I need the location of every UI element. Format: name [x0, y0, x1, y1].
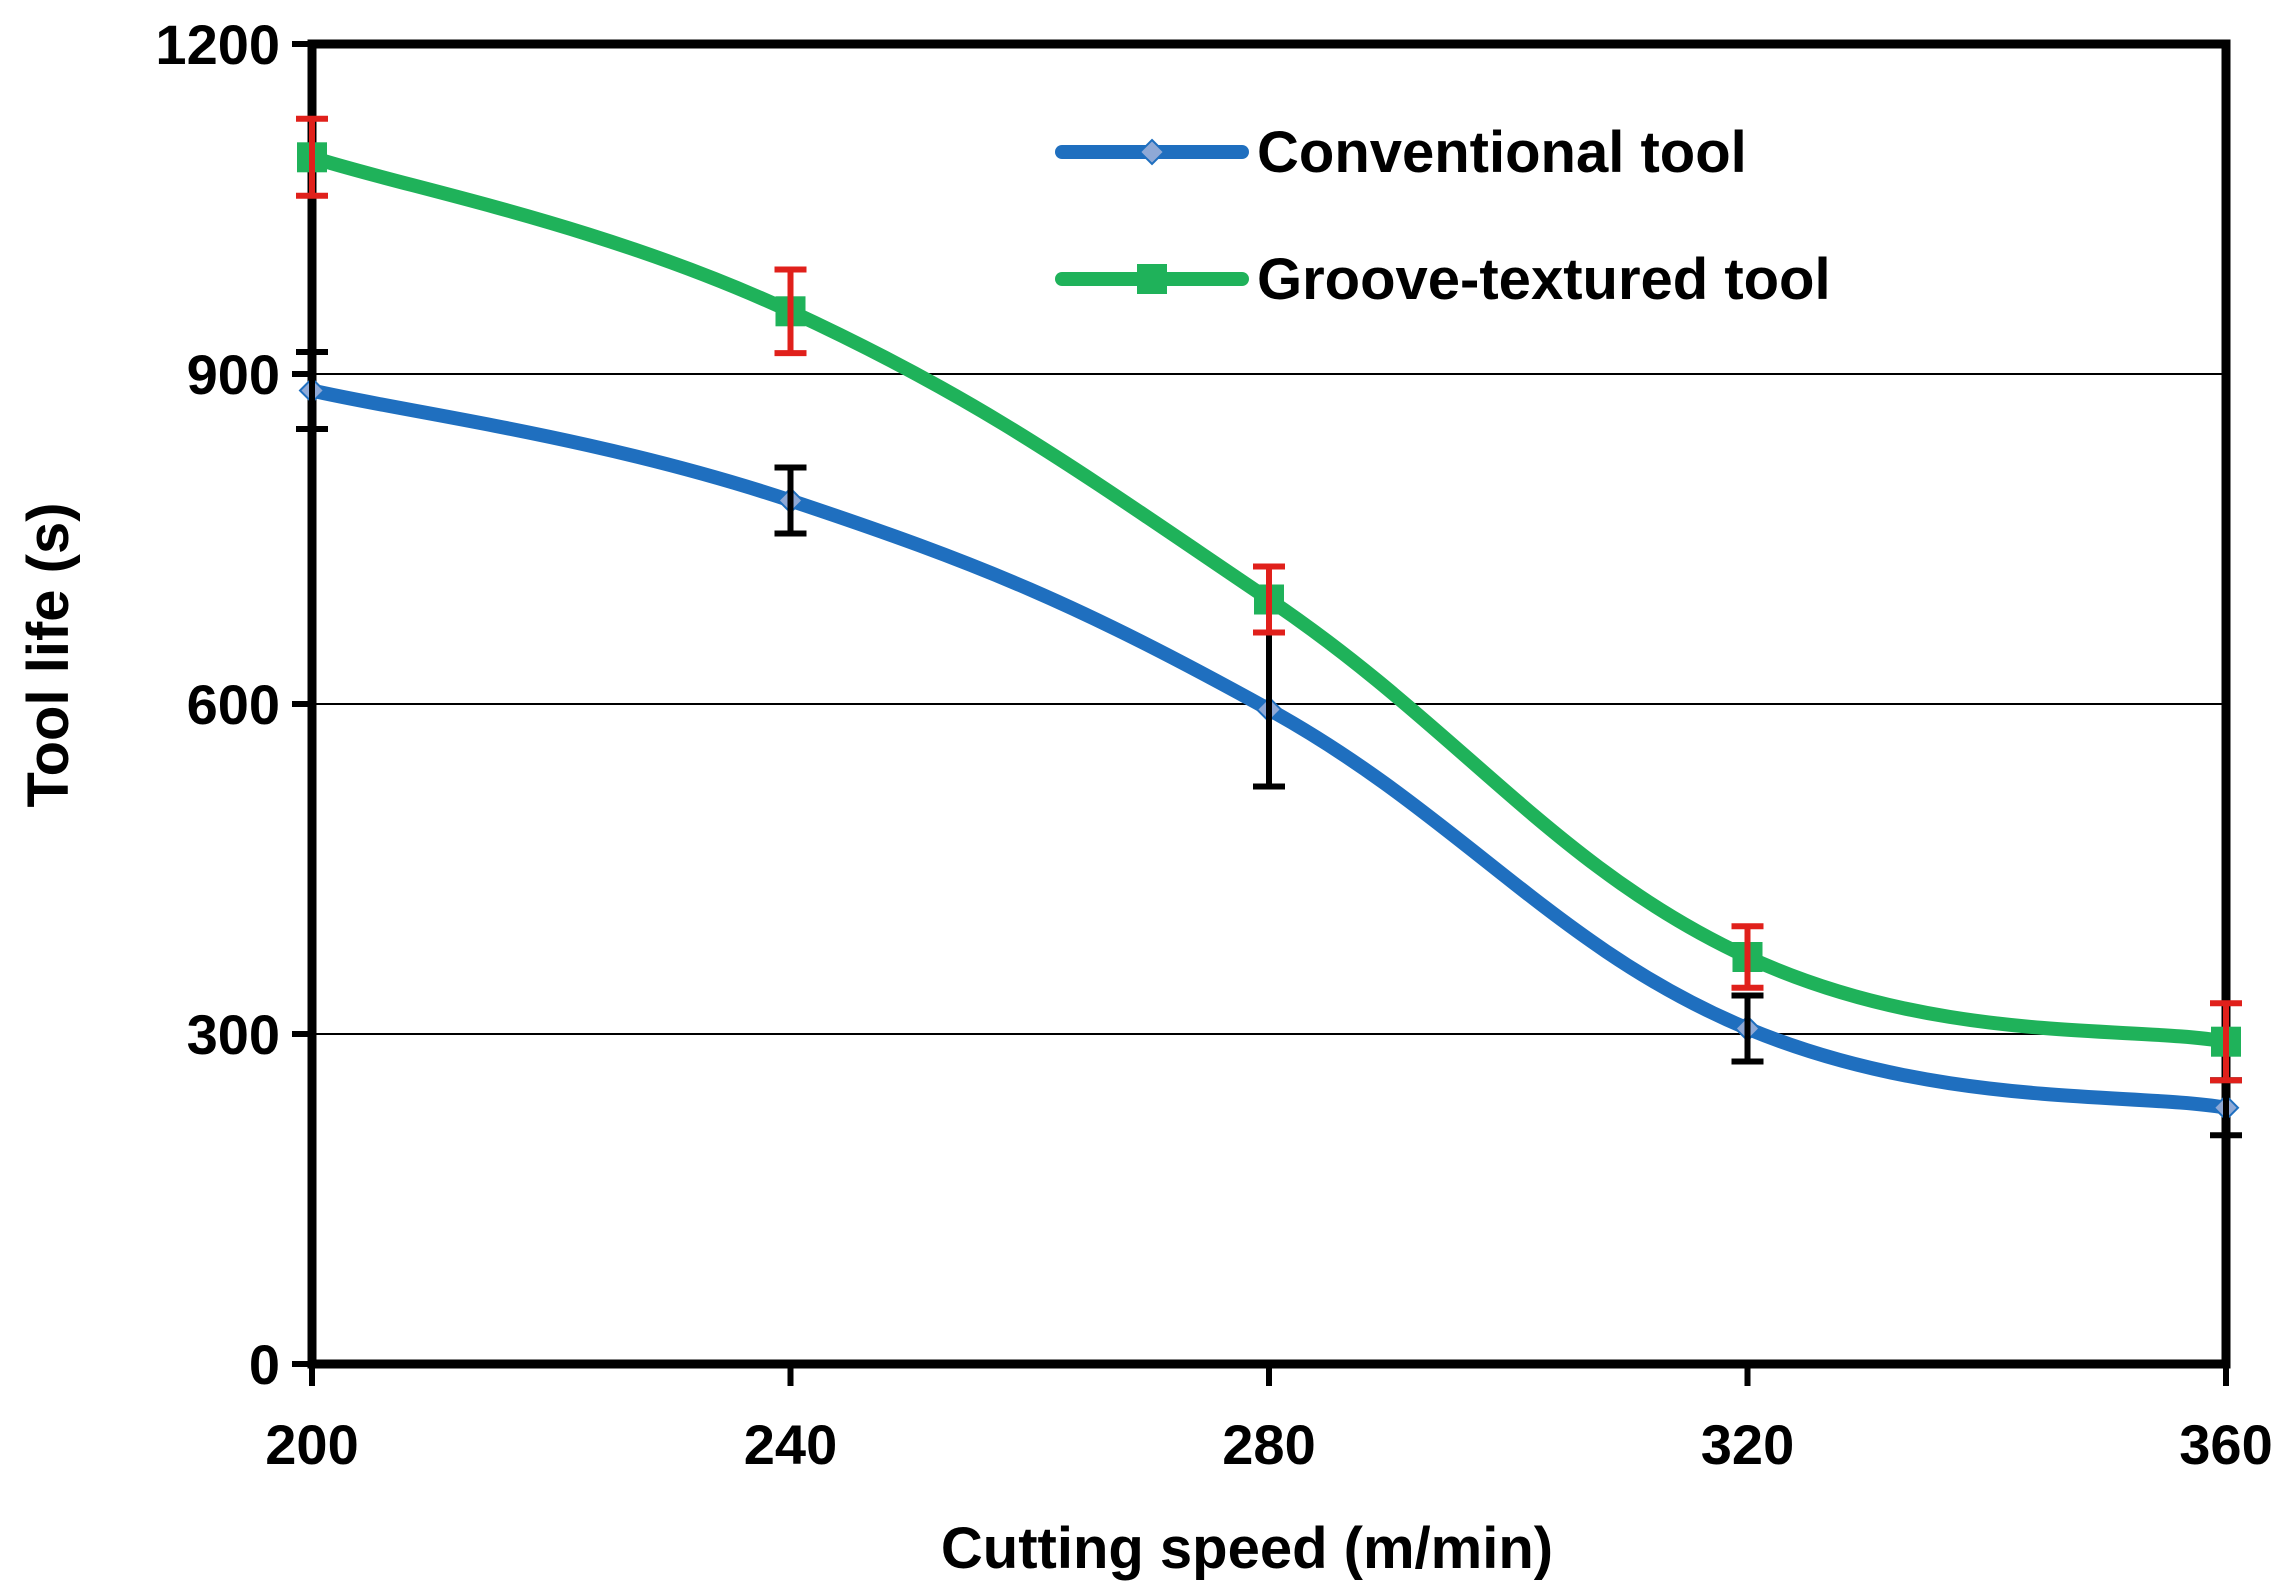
tick-labels: 0 300 600 900 1200 200 240 280 320 360 [155, 13, 2272, 1476]
error-bar-conventional-tool-200 [296, 349, 328, 432]
error-bar-groove-textured-tool-320 [1731, 923, 1764, 991]
legend-label-conventional-tool: Conventional tool [1257, 120, 1747, 185]
y-axis-title: Tool life (s) [16, 502, 81, 807]
legend: Conventional tool Groove-textured tool [1055, 120, 1831, 312]
legend-label-groove-textured-tool: Groove-textured tool [1257, 247, 1831, 312]
x-tick-label-240: 240 [744, 1413, 837, 1476]
legend-marker-groove-textured-tool [1137, 264, 1167, 294]
legend-marker-conventional-tool [1138, 138, 1166, 166]
error-bars [296, 115, 2242, 1139]
y-tick-label-600: 600 [187, 673, 280, 736]
x-tick-label-280: 280 [1222, 1413, 1315, 1476]
x-tick-label-360: 360 [2179, 1413, 2272, 1476]
error-bar-conventional-tool-240 [774, 464, 807, 537]
legend-item-groove-textured-tool: Groove-textured tool [1055, 247, 1831, 312]
error-bar-groove-textured-tool-360 [2210, 1000, 2242, 1084]
x-axis-title: Cutting speed (m/min) [941, 1516, 1553, 1581]
y-tick-label-0: 0 [249, 1333, 280, 1396]
x-tick-label-320: 320 [1701, 1413, 1794, 1476]
y-tick-label-300: 300 [187, 1003, 280, 1066]
axes [292, 39, 2231, 1386]
y-tick-label-1200: 1200 [155, 13, 280, 76]
error-bar-groove-textured-tool-240 [774, 266, 807, 357]
y-tick-label-900: 900 [187, 343, 280, 406]
legend-item-conventional-tool: Conventional tool [1055, 120, 1747, 185]
error-bar-conventional-tool-320 [1731, 992, 1764, 1065]
x-tick-label-200: 200 [265, 1413, 358, 1476]
error-bar-groove-textured-tool-280 [1253, 563, 1285, 636]
error-bar-groove-textured-tool-200 [296, 115, 328, 199]
